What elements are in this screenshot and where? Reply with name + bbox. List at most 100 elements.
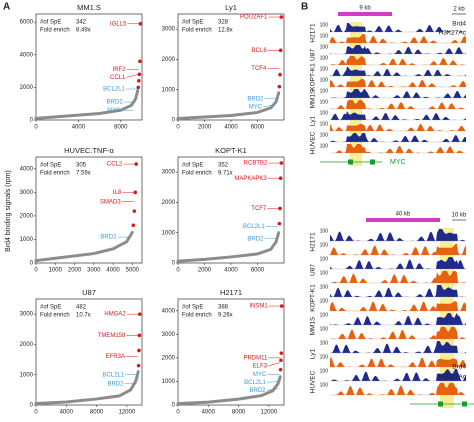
- exon: [462, 401, 467, 407]
- gene-label: PRDM11: [243, 355, 268, 361]
- leader: [266, 388, 279, 391]
- signal-track: [330, 313, 466, 325]
- cell-line: Ly1: [310, 116, 317, 127]
- stat-value: 305: [76, 163, 87, 169]
- track-scale: 100: [320, 368, 329, 374]
- y-tick-label: 4000: [20, 52, 34, 58]
- signal-track: [330, 383, 466, 395]
- gene-label: SMAD3: [100, 199, 121, 205]
- track-scale: 100: [320, 228, 329, 234]
- signal-track: [330, 111, 466, 120]
- stat-label: Fold enrich: [40, 171, 70, 177]
- signal-track: [330, 78, 466, 87]
- stat-label: #of SpE: [182, 20, 203, 26]
- leader: [263, 104, 276, 108]
- track-legend: Brd4: [452, 364, 466, 371]
- y-tick-label: 2000: [20, 85, 34, 91]
- y-tick-label: 1000: [162, 230, 176, 236]
- signal-track: [330, 229, 466, 241]
- track-scale: 100: [320, 99, 329, 105]
- plot-frame: [177, 298, 285, 406]
- x-tick-label: 12000: [261, 410, 278, 416]
- track-scale: 100: [320, 132, 329, 138]
- curve: [176, 375, 282, 406]
- signal-track: [330, 56, 466, 65]
- y-tick-label: 2000: [162, 200, 176, 206]
- track-legend: H3K27Ac: [439, 374, 467, 381]
- x-tick-label: 2000: [68, 268, 82, 274]
- gene-label: BRD2: [247, 236, 264, 242]
- point: [138, 59, 142, 64]
- signal-track: [330, 357, 466, 367]
- cell-line: U87: [310, 264, 317, 276]
- chart-title: U87: [82, 288, 96, 297]
- cell-line: HUVEC: [310, 131, 317, 154]
- signal-track: [330, 243, 466, 255]
- signal-track: [330, 23, 466, 32]
- y-tick-label: 0: [172, 118, 176, 124]
- x-tick-label: 0: [34, 125, 38, 131]
- track-scale: 100: [320, 382, 329, 388]
- point: [279, 15, 284, 19]
- x-tick-label: 0: [34, 268, 38, 274]
- exon: [438, 401, 443, 407]
- track-scale: 100: [320, 77, 329, 83]
- point: [278, 72, 282, 77]
- signal-track: [330, 89, 466, 98]
- gene-label: IL8: [113, 190, 122, 196]
- track-legend: H3K27Ac: [439, 30, 467, 37]
- gene-label: TCF7: [251, 206, 267, 212]
- y-tick-label: 3000: [162, 27, 176, 33]
- track-scale: 100: [320, 110, 329, 116]
- y-axis-label: Brd4 binding signals (rpm): [5, 170, 12, 252]
- y-tick-label: 2000: [20, 213, 34, 219]
- point: [133, 190, 138, 195]
- stat-value: 10.7x: [76, 313, 91, 319]
- gene-label: IGLL5: [110, 21, 127, 27]
- plot-frame: [35, 13, 143, 121]
- track-scale: 100: [320, 44, 329, 50]
- x-tick-label: 8000: [90, 410, 104, 416]
- signal-track: [330, 301, 466, 311]
- x-tick-label: 4000: [224, 268, 238, 274]
- signal-track: [330, 271, 466, 283]
- stat-value: 388: [218, 305, 229, 311]
- x-tick-label: 3000: [87, 268, 101, 274]
- x-tick-label: 4000: [224, 125, 238, 131]
- signal-track: [330, 133, 466, 142]
- point: [278, 367, 283, 372]
- y-tick-label: 4000: [20, 166, 34, 172]
- chart-title: HUVEC.TNF-α: [64, 146, 114, 155]
- track-scale: 100: [320, 33, 329, 39]
- track-scale: 100: [320, 354, 329, 360]
- gene-label: BRD2: [249, 388, 266, 394]
- gene-label: BRD2: [247, 96, 264, 102]
- track-scale: 100: [320, 270, 329, 276]
- gene-label: POU2AF1: [240, 15, 268, 21]
- cell-line: KOPT-K1: [310, 284, 317, 312]
- x-tick-label: 4000: [106, 268, 120, 274]
- gene-label: BCL2L1: [103, 87, 125, 93]
- point: [137, 79, 141, 83]
- y-tick-label: 3000: [20, 190, 34, 196]
- curve: [34, 370, 140, 405]
- track-scale: 100: [320, 242, 329, 248]
- gene-label: IRF2: [113, 67, 127, 73]
- track-scale: 100: [320, 143, 329, 149]
- point: [136, 363, 141, 368]
- cell-line: MM1S: [310, 89, 317, 108]
- point: [136, 85, 141, 90]
- signal-track: [330, 45, 466, 54]
- cell-line: HUVEC: [310, 370, 317, 393]
- gene-label: MYC: [253, 372, 267, 378]
- chart-title: KOPT-K1: [215, 146, 247, 155]
- panel-label: A: [3, 2, 10, 13]
- gene-label: MYC: [107, 108, 121, 114]
- gene-label: MYC: [249, 104, 263, 110]
- exon: [348, 159, 353, 165]
- plot-frame: [35, 298, 143, 406]
- x-tick-label: 2000: [198, 268, 212, 274]
- stat-label: #of SpE: [182, 305, 203, 311]
- y-tick-label: 0: [172, 403, 176, 409]
